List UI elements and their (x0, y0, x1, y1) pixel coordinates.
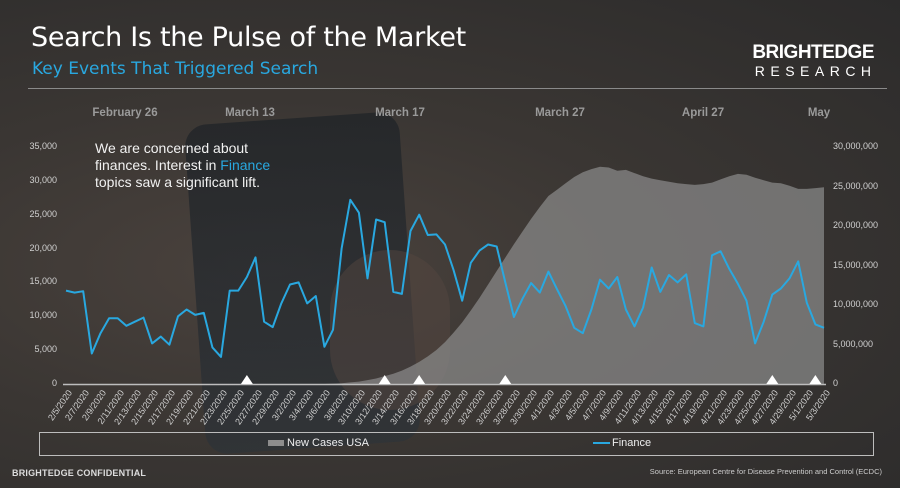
y-tick-left: 10,000 (29, 310, 57, 321)
brand-tagline: RESEARCH (754, 63, 877, 79)
y-tick-left: 15,000 (29, 276, 57, 287)
y-tick-left: 35,000 (29, 141, 57, 151)
event-label: April 27 (681, 107, 725, 119)
y-tick-left: 5,000 (34, 344, 57, 355)
event-label: May (807, 107, 831, 119)
event-marker-icon (413, 375, 426, 384)
y-tick-left: 0 (51, 378, 57, 388)
header-divider (28, 88, 887, 89)
event-label: March 17 (375, 107, 425, 119)
legend-label: New Cases USA (287, 437, 369, 449)
y-tick-right: 5,000,000 (833, 338, 874, 349)
chart-annotation: We are concerned about finances. Interes… (95, 140, 270, 191)
y-tick-left: 30,000 (29, 174, 57, 185)
annotation-text: finances. Interest in (95, 157, 221, 173)
event-label: March 13 (225, 107, 275, 119)
y-tick-right: 15,000,000 (833, 259, 879, 270)
area-swatch-icon (268, 440, 284, 446)
finance-line (65, 198, 825, 358)
page-subtitle: Key Events That Triggered Search (32, 59, 319, 79)
event-marker-icon (809, 375, 822, 384)
event-label: February 26 (92, 107, 158, 119)
event-label: March 27 (535, 107, 585, 119)
confidential-label: BRIGHTEDGE CONFIDENTIAL (12, 468, 147, 478)
brand-name: BRIGHTEDGE (752, 42, 874, 63)
brand-logo: BRIGHTEDGE RESEARCH (752, 42, 874, 80)
y-tick-right: 0 (833, 378, 839, 388)
legend-item-finance: Finance (593, 437, 651, 449)
chart-legend: New Cases USA Finance (39, 432, 874, 456)
legend-label: Finance (612, 437, 652, 449)
line-swatch-icon (593, 442, 610, 444)
annotation-line: finances. Interest in Finance (95, 157, 270, 174)
y-tick-right: 20,000,000 (833, 220, 879, 230)
new-cases-area (66, 166, 824, 384)
event-marker-icon (378, 375, 391, 384)
event-marker-icon (240, 375, 253, 384)
event-marker-icon (766, 375, 779, 384)
y-tick-left: 25,000 (29, 208, 57, 219)
y-tick-right: 25,000,000 (833, 180, 879, 191)
annotation-line: We are concerned about (95, 140, 249, 156)
page-title: Search Is the Pulse of the Market (31, 22, 466, 53)
legend-item-new-cases: New Cases USA (268, 437, 369, 449)
y-tick-right: 10,000,000 (833, 299, 879, 309)
annotation-highlight: Finance (220, 157, 271, 173)
y-tick-left: 20,000 (29, 242, 57, 253)
source-note: Source: European Centre for Disease Prev… (649, 467, 882, 476)
y-tick-right: 30,000,000 (833, 141, 879, 151)
annotation-line: topics saw a significant lift. (95, 174, 260, 190)
event-marker-icon (499, 375, 512, 384)
